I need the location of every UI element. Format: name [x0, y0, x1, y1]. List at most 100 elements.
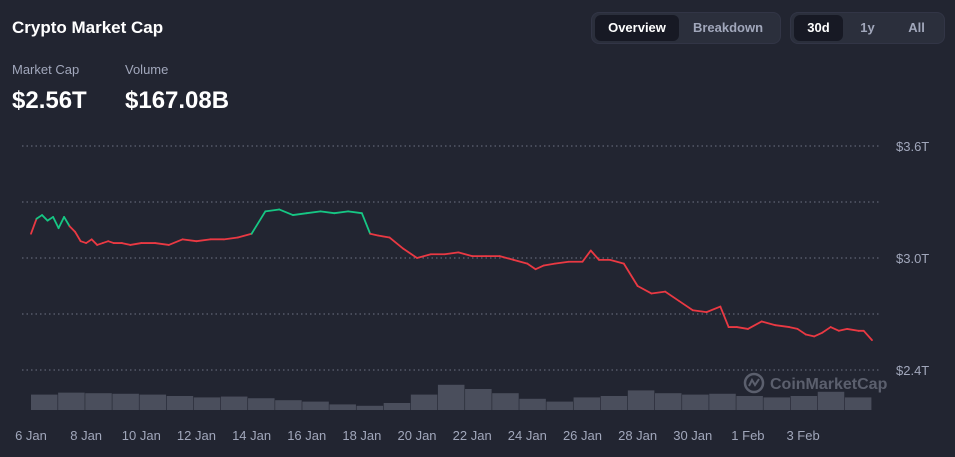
- price-line-segment: [526, 262, 537, 271]
- range-30d-button[interactable]: 30d: [794, 15, 843, 41]
- volume-bar: [600, 396, 628, 410]
- view-toggle-group: Overview Breakdown: [591, 12, 781, 44]
- volume-bar: [220, 396, 248, 410]
- watermark: CoinMarketCap: [743, 372, 888, 394]
- volume-label: Volume: [125, 62, 169, 77]
- price-line-segment: [264, 208, 281, 213]
- price-line-segment: [35, 214, 43, 220]
- volume-bar: [492, 393, 519, 410]
- x-tick-label: 30 Jan: [673, 428, 712, 443]
- price-line-segment: [347, 210, 363, 215]
- price-line-segment: [107, 240, 115, 244]
- price-line-segment: [664, 290, 680, 302]
- market-cap-label: Market Cap: [12, 62, 80, 77]
- volume-bar: [193, 397, 221, 410]
- x-tick-label: 24 Jan: [508, 428, 547, 443]
- price-line-segment: [609, 258, 625, 265]
- price-line-segment: [788, 326, 799, 330]
- price-line-segment: [705, 305, 722, 314]
- price-line-segment: [52, 216, 60, 230]
- price-line-segment: [589, 249, 600, 261]
- price-line-segment: [838, 328, 849, 332]
- range-toggle-group: 30d 1y All: [790, 12, 945, 44]
- price-line-segment: [333, 210, 349, 215]
- price-line-segment: [377, 234, 391, 239]
- price-line-segment: [813, 331, 824, 338]
- price-line-segment: [804, 333, 815, 338]
- price-line-segment: [512, 258, 529, 265]
- price-line-segment: [735, 326, 749, 330]
- price-line-segment: [167, 238, 184, 246]
- price-line-segment: [760, 320, 777, 327]
- volume-bar: [465, 389, 492, 410]
- volume-bar: [112, 393, 139, 410]
- price-line-segment: [154, 242, 170, 246]
- x-tick-label: 12 Jan: [177, 428, 216, 443]
- price-line-segment: [369, 232, 380, 237]
- price-line-segment: [498, 255, 515, 261]
- x-tick-label: 14 Jan: [232, 428, 271, 443]
- x-axis: 6 Jan 8 Jan 10 Jan 12 Jan 14 Jan 16 Jan 18 Jan…: [15, 428, 820, 443]
- volume-bar: [166, 396, 194, 410]
- x-tick-label: 28 Jan: [618, 428, 657, 443]
- price-line-segment: [57, 216, 65, 230]
- range-all-button[interactable]: All: [908, 20, 925, 35]
- price-line-segment: [278, 208, 294, 216]
- price-line-segment: [195, 238, 212, 243]
- volume-bar: [58, 392, 85, 410]
- x-tick-label: 22 Jan: [453, 428, 492, 443]
- y-axis: $3.6T $3.0T $2.4T: [896, 139, 929, 378]
- price-line-segment: [416, 253, 432, 259]
- range-1y-button[interactable]: 1y: [860, 20, 875, 35]
- x-tick-label: 3 Feb: [786, 428, 819, 443]
- price-line-segment: [79, 240, 88, 244]
- market-cap-stat: Market Cap $2.56T: [12, 62, 87, 115]
- price-line-segment: [846, 328, 860, 332]
- volume-bar: [844, 397, 872, 410]
- price-line-segment: [457, 251, 474, 258]
- volume-bar: [248, 398, 275, 410]
- price-line-segment: [74, 230, 82, 243]
- x-tick-label: 10 Jan: [122, 428, 161, 443]
- market-cap-value: $2.56T: [12, 87, 87, 114]
- x-tick-label: 6 Jan: [15, 428, 47, 443]
- price-line-segment: [554, 260, 570, 265]
- price-line-segment: [46, 216, 54, 222]
- price-line-segment: [90, 238, 99, 246]
- chart-title: Crypto Market Cap: [12, 18, 164, 37]
- price-line-segment: [622, 262, 639, 287]
- y-tick-label: $3.0T: [896, 251, 929, 266]
- price-line-segment: [360, 212, 372, 235]
- price-line-segment: [388, 236, 405, 250]
- price-line-segment: [250, 210, 267, 235]
- price-line-segment: [101, 240, 110, 244]
- price-line-segment: [534, 264, 545, 271]
- volume-bar: [85, 393, 112, 410]
- x-tick-label: 8 Jan: [70, 428, 102, 443]
- volume-bar: [627, 390, 655, 410]
- volume-bar: [573, 397, 601, 410]
- price-line-segment: [41, 214, 49, 222]
- price-line-segment: [181, 238, 198, 243]
- volume-bar: [275, 400, 302, 410]
- volume-bar: [519, 398, 546, 410]
- y-tick-label: $3.6T: [896, 139, 929, 154]
- volume-bar: [139, 394, 167, 410]
- x-tick-label: 26 Jan: [563, 428, 602, 443]
- price-line-segment: [443, 251, 460, 256]
- volume-bar: [763, 397, 791, 410]
- price-line-segment: [747, 320, 763, 330]
- price-line-segment: [821, 326, 832, 334]
- volume-bar: [546, 401, 573, 410]
- volume-bar: [790, 396, 818, 410]
- price-line-segment: [581, 249, 592, 263]
- price-line-segment: [862, 329, 873, 342]
- volume-bar: [736, 396, 763, 410]
- price-line-segment: [774, 324, 791, 328]
- tab-breakdown[interactable]: Breakdown: [692, 20, 764, 35]
- tab-overview[interactable]: Overview: [595, 15, 679, 41]
- price-line-segment: [292, 212, 308, 216]
- volume-bar: [329, 404, 356, 410]
- price-line-segment: [678, 300, 694, 312]
